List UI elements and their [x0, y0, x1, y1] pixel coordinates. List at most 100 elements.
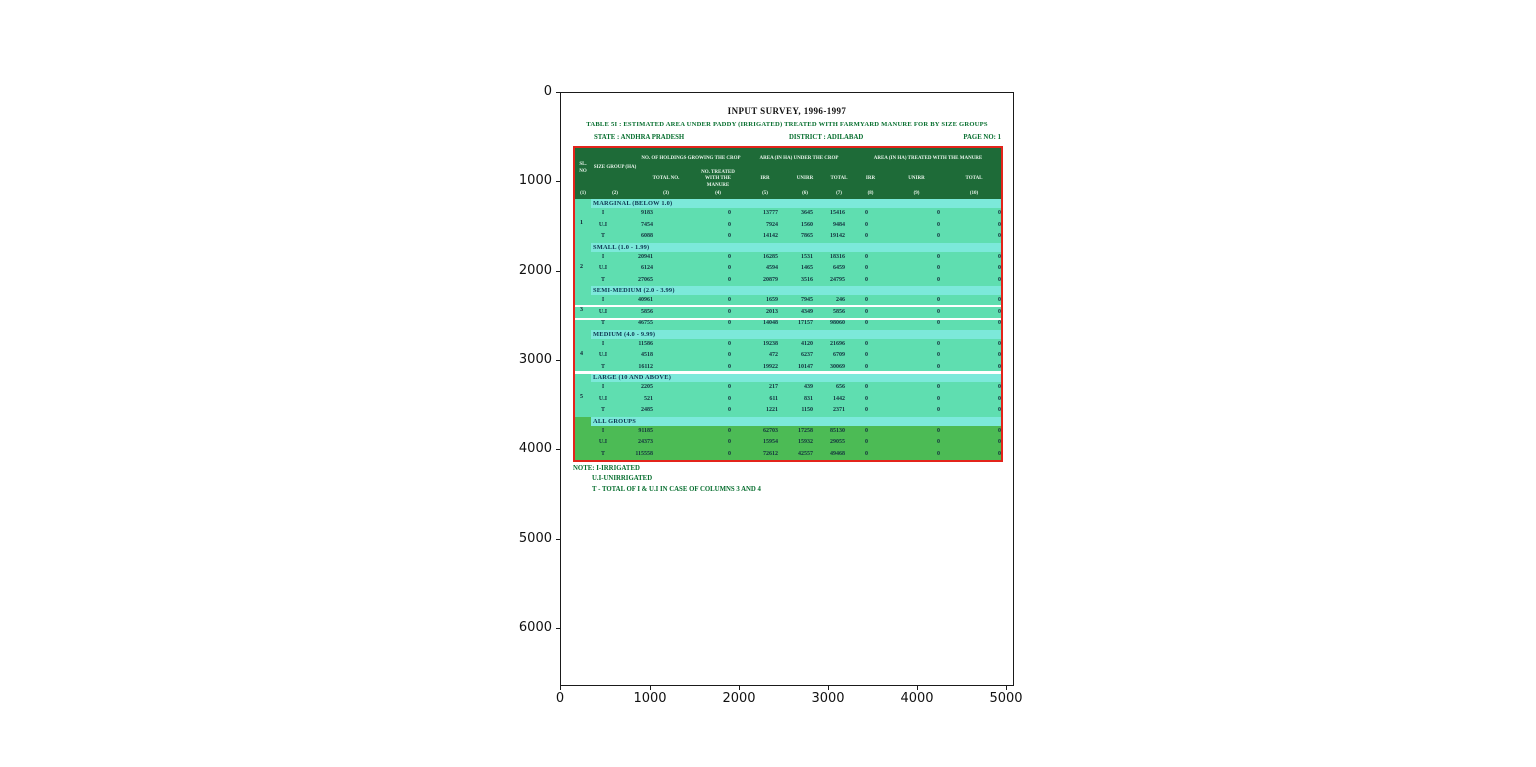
y-tick-label: 6000: [518, 620, 552, 635]
value-cell: 72612: [763, 450, 778, 457]
value-cell: 5856: [641, 308, 653, 315]
row-type-label: U.I: [598, 308, 608, 315]
value-cell: 0: [865, 384, 868, 390]
value-cell: 21696: [830, 340, 845, 347]
group-label-row: ALL GROUPS: [575, 416, 1001, 426]
header-cell-total: TOTAL: [830, 176, 848, 182]
value-cell: 0: [865, 340, 868, 347]
header-group-area-under: AREA (IN HA) UNDER THE CROP: [759, 155, 839, 161]
value-cell: 0: [998, 320, 1001, 326]
value-cell: 0: [728, 297, 731, 303]
value-cell: 0: [998, 233, 1001, 239]
value-cell: 19922: [763, 363, 778, 370]
row-type-label: I: [601, 384, 605, 390]
note-line: T - TOTAL OF I & U.I IN CASE OF COLUMNS …: [592, 485, 761, 493]
data-row: I 40961 0 1659 7945 246 0 0 0: [575, 295, 1001, 307]
data-row: I 9183 0 13777 3645 15416 0 0 0: [575, 208, 1001, 220]
group-label-row: MEDIUM (4.0 - 9.99): [575, 329, 1001, 339]
data-row: U.I 5856 0 2013 4349 5856 0 0 0: [575, 307, 1001, 319]
value-cell: 0: [937, 450, 940, 457]
value-cell: 0: [937, 265, 940, 271]
serial-number: 4: [580, 350, 583, 357]
value-cell: 0: [728, 363, 731, 370]
header-cell-unirr: UNIRR: [796, 176, 814, 182]
state-label: STATE : ANDHRA PRADESH: [594, 134, 685, 141]
value-cell: 0: [998, 340, 1001, 347]
value-cell: 6237: [801, 352, 813, 358]
value-cell: 0: [937, 253, 940, 260]
white-separator: [575, 318, 1001, 320]
value-cell: 11586: [638, 340, 653, 347]
value-cell: 0: [728, 384, 731, 390]
value-cell: 0: [728, 407, 731, 413]
value-cell: 0: [728, 265, 731, 271]
y-tick-mark: [556, 449, 560, 450]
col-number: (6): [802, 190, 808, 196]
row-type-label: U.I: [598, 395, 608, 402]
group-block-marginal: MARGINAL (BELOW 1.0) 1 I 9183 0 13777 36…: [575, 199, 1001, 243]
value-cell: 0: [728, 308, 731, 315]
data-row: T 27065 0 20879 3516 24795 0 0 0: [575, 275, 1001, 287]
x-tick-mark: [560, 686, 561, 690]
value-cell: 20941: [638, 253, 653, 260]
value-cell: 0: [998, 210, 1001, 216]
value-cell: 20879: [763, 276, 778, 283]
y-tick-mark: [556, 539, 560, 540]
value-cell: 4594: [766, 265, 778, 271]
col-number: (8): [867, 190, 874, 196]
value-cell: 19142: [830, 233, 845, 239]
x-tick-label: 2000: [722, 691, 756, 706]
value-cell: 0: [865, 407, 868, 413]
plot-area: INPUT SURVEY, 1996-1997 TABLE 5I : ESTIM…: [560, 92, 1014, 686]
col-number: (10): [969, 190, 979, 196]
value-cell: 24373: [638, 439, 653, 445]
value-cell: 1531: [801, 253, 813, 260]
value-cell: 0: [865, 363, 868, 370]
value-cell: 0: [937, 276, 940, 283]
value-cell: 3516: [801, 276, 813, 283]
y-tick-mark: [556, 92, 560, 93]
group-rows: I 11586 0 19238 4120 21696 0 0 0: [575, 339, 1001, 374]
data-row: I 11586 0 19238 4120 21696 0 0 0: [575, 339, 1001, 351]
value-cell: 0: [937, 352, 940, 358]
value-cell: 656: [836, 384, 845, 390]
value-cell: 0: [728, 253, 731, 260]
col-number: (9): [913, 190, 920, 196]
group-rows: I 9183 0 13777 3645 15416 0 0 0: [575, 208, 1001, 243]
value-cell: 15932: [798, 439, 813, 445]
value-cell: 10147: [798, 363, 813, 370]
value-cell: 0: [865, 395, 868, 402]
row-type-label: U.I: [598, 439, 608, 445]
value-cell: 46755: [638, 320, 653, 326]
value-cell: 6709: [833, 352, 845, 358]
value-cell: 27065: [638, 276, 653, 283]
value-cell: 0: [937, 439, 940, 445]
x-tick-label: 4000: [900, 691, 934, 706]
value-cell: 98060: [830, 320, 845, 326]
row-type-label: I: [601, 210, 605, 216]
value-cell: 9183: [641, 210, 653, 216]
value-cell: 19238: [763, 340, 778, 347]
value-cell: 115558: [635, 450, 653, 457]
serial-number: 2: [580, 263, 583, 270]
district-label: DISTRICT : ADILABAD: [789, 134, 864, 141]
value-cell: 0: [998, 265, 1001, 271]
data-row: T 115558 0 72612 42557 49468 0 0 0: [575, 449, 1001, 461]
slno-spacer: [575, 286, 591, 295]
value-cell: 13777: [763, 210, 778, 216]
value-cell: 0: [998, 352, 1001, 358]
value-cell: 16285: [763, 253, 778, 260]
slno-cell: [575, 405, 591, 417]
page-number: PAGE NO: 1: [963, 134, 1001, 141]
row-type-label: T: [600, 276, 605, 283]
group-block-small: SMALL (1.0 - 1.99) 2 I 20941 0 16285 153…: [575, 242, 1001, 287]
data-row: U.I 24373 0 15954 15932 29055 0 0 0: [575, 437, 1001, 449]
header-cell-total-no: TOTAL NO.: [652, 176, 680, 182]
col-number: (3): [663, 190, 669, 196]
value-cell: 6124: [641, 265, 653, 271]
value-cell: 30069: [830, 363, 845, 370]
value-cell: 4120: [801, 340, 813, 347]
col-number: (2): [612, 190, 618, 196]
header-cell-slno: SL. NO: [579, 162, 587, 174]
value-cell: 17258: [798, 427, 813, 434]
